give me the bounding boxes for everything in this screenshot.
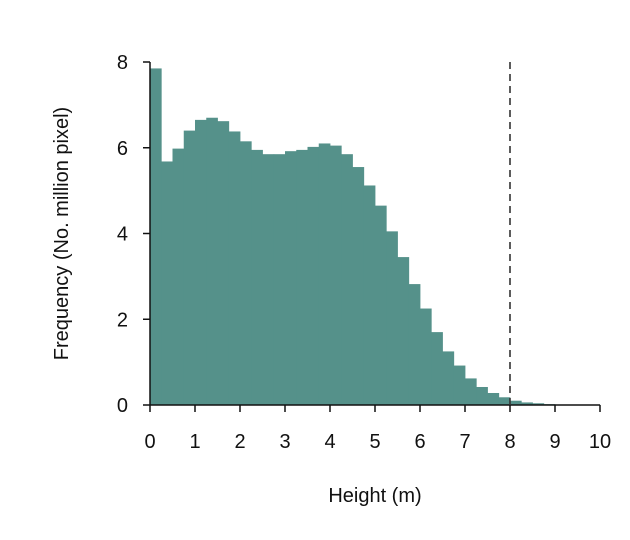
histogram-bar <box>318 143 331 405</box>
histogram-bars <box>150 68 601 406</box>
x-tick-label: 2 <box>234 431 245 453</box>
histogram-bar <box>262 154 275 405</box>
x-tick-label: 0 <box>144 431 155 453</box>
histogram-bar <box>498 397 511 405</box>
histogram-bar <box>352 167 365 405</box>
histogram-bar <box>442 351 455 405</box>
histogram-bar <box>375 205 387 405</box>
y-tick-label: 4 <box>117 224 128 246</box>
histogram-bar <box>161 161 173 405</box>
x-tick-label: 5 <box>369 431 380 453</box>
histogram-bar <box>172 148 185 406</box>
histogram-bar <box>397 257 410 405</box>
x-axis-ticks: 0 1 2 3 4 5 6 7 8 9 10 <box>144 405 611 453</box>
histogram-bar <box>476 386 488 405</box>
histogram-bar <box>228 131 241 405</box>
x-tick-label: 7 <box>459 431 470 453</box>
x-tick-label: 10 <box>589 431 611 453</box>
histogram-bar <box>487 392 500 405</box>
histogram-bar <box>363 185 376 405</box>
histogram-bar <box>453 365 466 405</box>
x-tick-label: 1 <box>189 431 200 453</box>
histogram-bar <box>150 68 162 406</box>
y-tick-label: 6 <box>117 138 128 160</box>
x-tick-label: 3 <box>279 431 290 453</box>
histogram-bar <box>217 121 230 405</box>
y-tick-label: 0 <box>117 395 128 417</box>
histogram-bar <box>510 400 522 405</box>
y-axis-ticks: 0 2 4 6 8 <box>117 52 150 417</box>
histogram-bar <box>251 149 263 405</box>
histogram-bar <box>273 154 286 405</box>
x-tick-label: 9 <box>549 431 560 453</box>
y-axis-label: Frequency (No. million pixel) <box>51 107 73 360</box>
histogram-bar <box>386 231 398 405</box>
histogram-bar <box>206 117 218 406</box>
x-tick-label: 4 <box>324 431 335 453</box>
histogram-bar <box>240 141 252 405</box>
histogram-bar <box>183 130 196 405</box>
histogram-bar <box>285 151 297 405</box>
histogram-bar <box>307 146 320 405</box>
histogram-bar <box>532 403 545 405</box>
histogram-bar <box>431 332 443 405</box>
histogram-bar <box>408 284 421 405</box>
y-tick-label: 2 <box>117 309 128 331</box>
histogram-bar <box>330 145 342 405</box>
histogram-bar <box>465 378 477 405</box>
x-tick-label: 8 <box>504 431 515 453</box>
x-axis-label: Height (m) <box>328 485 421 507</box>
histogram-bar <box>296 149 308 405</box>
histogram-bar <box>195 119 207 405</box>
histogram-bar <box>420 308 432 405</box>
histogram-bar <box>521 402 533 405</box>
x-tick-label: 6 <box>414 431 425 453</box>
y-tick-label: 8 <box>117 52 128 74</box>
histogram-bar <box>341 154 353 405</box>
